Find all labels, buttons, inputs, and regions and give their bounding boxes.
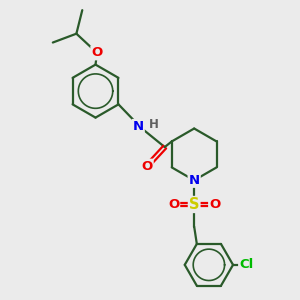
Text: O: O (209, 198, 220, 211)
Text: S: S (189, 197, 200, 212)
Text: O: O (168, 198, 179, 211)
Text: H: H (148, 118, 158, 131)
Text: O: O (141, 160, 153, 173)
Text: N: N (189, 174, 200, 187)
Text: Cl: Cl (239, 258, 254, 271)
Text: O: O (92, 46, 103, 59)
Text: N: N (133, 120, 144, 133)
